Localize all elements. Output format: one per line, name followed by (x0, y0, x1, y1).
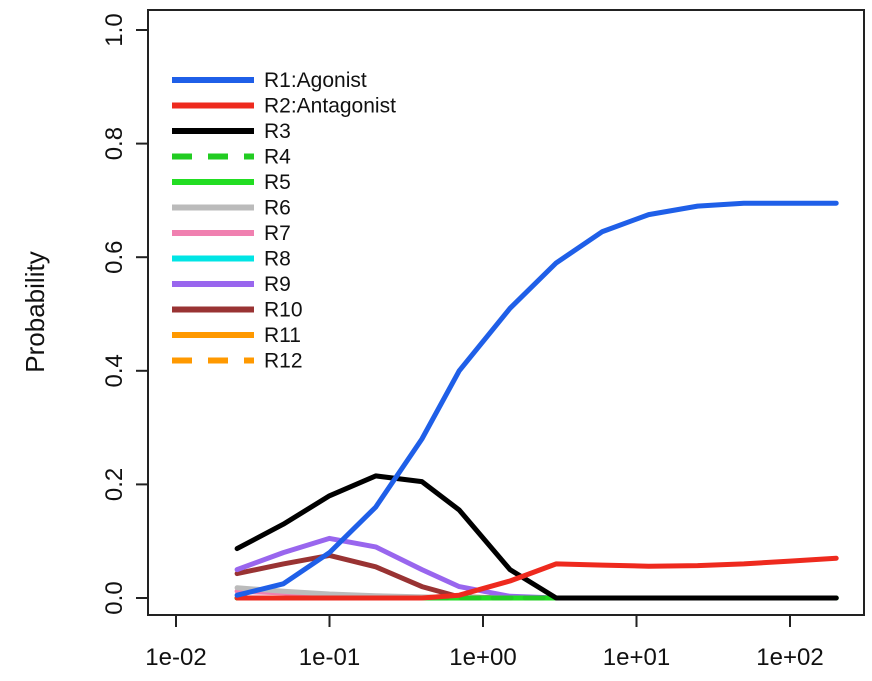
series-line-2 (234, 555, 839, 601)
legend-label-3: R3 (264, 120, 291, 143)
legend-label-8: R8 (264, 248, 291, 271)
y-tick-label-0: 0.0 (101, 581, 128, 614)
legend-label-12: R12 (264, 350, 303, 373)
x-tick-label-2: 1e+00 (449, 644, 516, 671)
x-tick-label-0: 1e-02 (145, 644, 206, 671)
legend-label-7: R7 (264, 222, 291, 245)
x-tick-label-1: 1e-01 (299, 644, 360, 671)
legend-label-1: R1:Agonist (264, 69, 367, 92)
y-tick-label-3: 0.6 (101, 241, 128, 274)
x-axis: 1e-02 1e-01 1e+00 1e+01 1e+02 (145, 615, 824, 671)
y-axis-title: Probability (20, 251, 50, 372)
series-line-9 (234, 535, 839, 601)
legend-label-6: R6 (264, 197, 291, 220)
y-axis: 0.0 0.2 0.4 0.6 0.8 1.0 (101, 13, 148, 615)
series-line-3 (234, 473, 839, 601)
legend-label-2: R2:Antagonist (264, 95, 396, 118)
x-tick-label-3: 1e+01 (603, 644, 670, 671)
series-layer (234, 200, 839, 601)
series-line-1 (234, 200, 839, 598)
legend-label-10: R10 (264, 299, 303, 322)
x-tick-label-4: 1e+02 (756, 644, 823, 671)
y-tick-label-5: 1.0 (101, 13, 128, 46)
legend-label-11: R11 (264, 324, 301, 347)
legend-label-9: R9 (264, 273, 291, 296)
y-tick-label-2: 0.4 (101, 354, 128, 387)
legend-label-4: R4 (264, 146, 291, 169)
legend-label-5: R5 (264, 171, 291, 194)
plot-frame (147, 9, 865, 616)
y-tick-label-4: 0.8 (101, 127, 128, 160)
y-tick-label-1: 0.2 (101, 468, 128, 501)
